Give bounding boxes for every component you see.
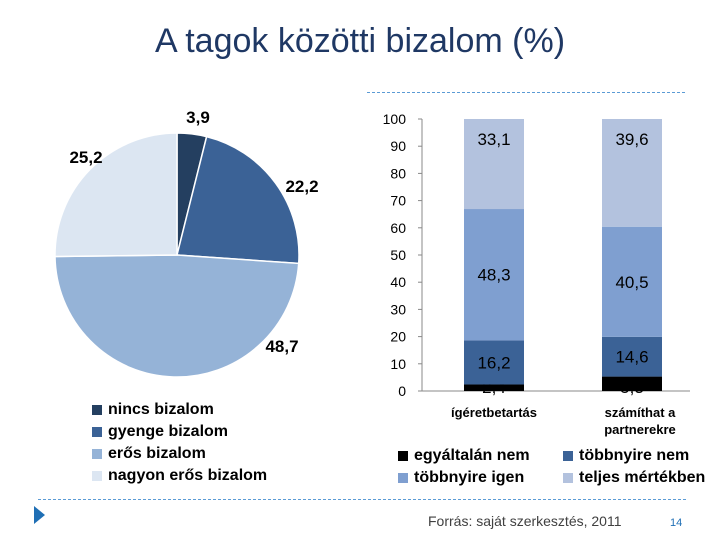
bar-data-label: 33,1: [477, 130, 510, 149]
bar-segment: [464, 209, 524, 341]
bar-data-label: 40,5: [615, 273, 648, 292]
bar-legend-item: többnyire nem: [563, 445, 689, 467]
legend-label: többnyire igen: [414, 469, 525, 486]
y-tick-label: 0: [398, 383, 406, 399]
legend-label: nincs bizalom: [108, 401, 214, 418]
bar-segment: [602, 336, 662, 377]
pie-data-label: 25,2: [69, 148, 102, 167]
bar-segment: [602, 376, 662, 391]
y-tick-label: 60: [390, 220, 406, 236]
bar-segment: [602, 226, 662, 337]
pie-legend: nincs bizalom gyenge bizalom erős bizalo…: [92, 399, 267, 487]
bar-legend-item: teljes mértékben: [563, 467, 705, 489]
pie-data-label: 22,2: [285, 177, 318, 196]
legend-swatch: [563, 473, 573, 483]
legend-swatch: [92, 449, 102, 459]
legend-label: nagyon erős bizalom: [108, 467, 268, 484]
source-note: Forrás: saját szerkesztés, 2011: [428, 513, 622, 529]
page-number: 14: [670, 517, 683, 529]
legend-label: teljes mértékben: [579, 469, 706, 486]
pie-slice: [54, 132, 178, 258]
legend-swatch: [92, 405, 102, 415]
legend-label: többnyire nem: [579, 447, 690, 464]
bar-segment: [464, 384, 524, 391]
x-category-label: ígéretbetartás: [451, 405, 537, 420]
pie-data-label: 48,7: [265, 337, 298, 356]
top-divider: [367, 92, 685, 93]
pie-legend-item: gyenge bizalom: [92, 421, 267, 443]
y-tick-label: 80: [390, 165, 406, 181]
x-category-label: partnerekre: [604, 422, 676, 437]
pie-slice: [176, 135, 300, 265]
y-tick-label: 50: [390, 247, 406, 263]
bar-data-label: 14,6: [615, 348, 648, 367]
pie-legend-item: nincs bizalom: [92, 399, 267, 421]
legend-swatch: [92, 471, 102, 481]
bar-legend: egyáltalán nem többnyire nem többnyire i…: [398, 445, 718, 489]
legend-label: erős bizalom: [108, 445, 206, 462]
legend-swatch: [563, 451, 573, 461]
y-tick-label: 100: [383, 111, 407, 127]
bar-data-label: 48,3: [477, 266, 510, 285]
y-tick-label: 10: [390, 356, 406, 372]
bottom-divider: [38, 499, 686, 500]
pie-data-label: 3,9: [186, 108, 210, 127]
pie-legend-item: nagyon erős bizalom: [92, 465, 267, 487]
bar-segment: [602, 119, 662, 227]
legend-swatch: [92, 427, 102, 437]
bar-segment: [464, 340, 524, 385]
pie-slice: [54, 254, 300, 378]
y-tick-label: 70: [390, 193, 406, 209]
y-tick-label: 90: [390, 138, 406, 154]
stacked-bar-chart: 01020304050607080901002,416,248,333,1ígé…: [383, 111, 690, 437]
bar-legend-item: egyáltalán nem: [398, 445, 563, 467]
bar-data-label: 5,3: [620, 378, 644, 397]
pie-chart: 3,9 22,2 48,7 25,2: [54, 108, 319, 378]
bar-data-label: 39,6: [615, 130, 648, 149]
slide-title: A tagok közötti bizalom (%): [154, 22, 566, 60]
nav-arrow-icon: [34, 506, 45, 524]
bar-legend-item: többnyire igen: [398, 467, 563, 489]
pie-legend-item: erős bizalom: [92, 443, 267, 465]
legend-swatch: [398, 473, 408, 483]
y-tick-label: 30: [390, 301, 406, 317]
bar-segment: [464, 119, 524, 210]
bar-data-label: 16,2: [477, 353, 510, 372]
legend-label: gyenge bizalom: [108, 423, 229, 440]
x-category-label: számíthat a: [605, 405, 677, 420]
legend-swatch: [398, 451, 408, 461]
legend-label: egyáltalán nem: [414, 447, 530, 464]
y-tick-label: 40: [390, 274, 406, 290]
y-tick-label: 20: [390, 329, 406, 345]
